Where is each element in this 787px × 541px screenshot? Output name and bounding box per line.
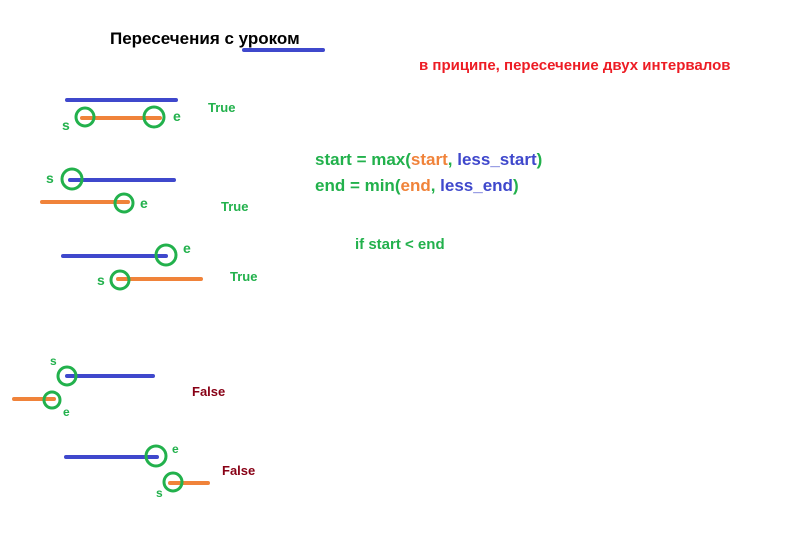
example-2-start-circle xyxy=(60,167,84,191)
example-5-start-circle xyxy=(162,471,184,493)
example-5-result: False xyxy=(222,463,256,478)
formula-end-sep: , xyxy=(430,176,441,195)
example-2-end-circle xyxy=(113,192,135,214)
example-4-end-circle xyxy=(42,390,62,410)
example-2-result: True xyxy=(221,199,249,214)
formula-start-suffix: ) xyxy=(536,150,543,169)
example-1-start-circle xyxy=(74,106,96,128)
example-3-start-label: s xyxy=(97,272,105,288)
example-3-result: True xyxy=(230,269,258,284)
example-2-start-label: s xyxy=(46,170,54,186)
example-2-end-label: e xyxy=(140,195,148,211)
example-1-result: True xyxy=(208,100,236,115)
page-title: Пересечения с уроком xyxy=(110,29,300,48)
example-5-end-label: e xyxy=(172,442,179,456)
formula-start-arg-start: start xyxy=(410,150,448,169)
example-4-end-label: e xyxy=(63,405,70,419)
note-text: в приципе, пересечение двух интервалов xyxy=(419,57,731,74)
formula-end-prefix: end = min( xyxy=(315,176,401,195)
example-3-end-circle xyxy=(154,243,178,267)
formula-end-arg-less-end: less_end xyxy=(440,176,513,195)
example-1-start-label: s xyxy=(62,117,70,133)
example-3-start-circle xyxy=(109,269,131,291)
example-1-end-label: e xyxy=(173,108,181,124)
formula-end: end = min(end, less_end) xyxy=(315,176,519,196)
formula-start-prefix: start = max( xyxy=(315,150,411,169)
example-4-start-circle xyxy=(56,365,78,387)
example-1-end-circle xyxy=(142,105,166,129)
example-5-end-circle xyxy=(144,444,168,468)
formula-start-arg-less-start: less_start xyxy=(457,150,537,169)
example-3-end-label: e xyxy=(183,240,191,256)
example-4-result: False xyxy=(192,384,226,399)
formula-start-sep: , xyxy=(447,150,458,169)
formula-end-arg-end: end xyxy=(400,176,431,195)
example-4-start-label: s xyxy=(50,354,57,368)
formula-start: start = max(start, less_start) xyxy=(315,150,542,170)
condition-text: if start < end xyxy=(355,236,445,253)
formula-end-suffix: ) xyxy=(512,176,519,195)
example-5-start-label: s xyxy=(156,486,163,500)
